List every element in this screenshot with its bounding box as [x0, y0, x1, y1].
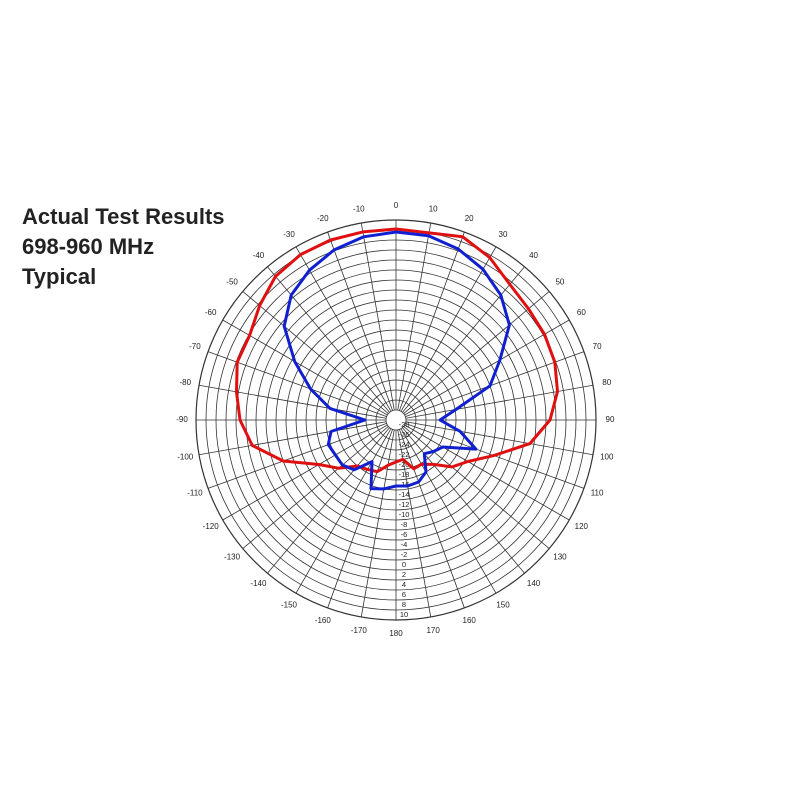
- grid-spoke: [198, 421, 387, 456]
- grid-spoke: [404, 424, 570, 521]
- radial-label: 6: [402, 590, 406, 599]
- angle-label: -160: [315, 616, 332, 625]
- radial-label: -14: [399, 490, 410, 499]
- grid-spoke: [267, 266, 390, 413]
- radial-label: -8: [401, 520, 408, 529]
- grid-spoke: [242, 291, 389, 414]
- title-line: Actual Test Results: [22, 204, 225, 229]
- angle-label: 120: [575, 522, 589, 531]
- grid-spoke: [327, 231, 393, 411]
- radial-label: -2: [401, 550, 408, 559]
- angle-label: -50: [226, 278, 238, 287]
- grid-spoke: [405, 421, 594, 456]
- angle-label: -10: [353, 204, 365, 213]
- grid-spoke: [400, 428, 497, 594]
- radial-label: -26: [399, 430, 410, 439]
- pattern-line: [235, 227, 559, 474]
- grid-spoke: [242, 426, 389, 549]
- grid-spoke: [403, 291, 550, 414]
- grid-spoke: [360, 429, 395, 618]
- angle-label: 60: [577, 308, 586, 317]
- grid-spoke: [400, 246, 497, 412]
- radial-label: 8: [402, 600, 406, 609]
- grid-spoke: [267, 427, 390, 574]
- angle-label: -140: [250, 579, 267, 588]
- angle-label: 180: [389, 629, 403, 638]
- angle-label: 150: [496, 600, 510, 609]
- radial-label: 0: [402, 560, 406, 569]
- angle-label: -20: [317, 214, 329, 223]
- radial-label: -4: [401, 540, 408, 549]
- radial-label: -22: [399, 450, 410, 459]
- angle-label: 110: [591, 488, 604, 497]
- grid-spoke: [403, 426, 550, 549]
- angle-label: -30: [283, 230, 295, 239]
- grid-spoke: [207, 351, 387, 417]
- angle-label: 50: [555, 278, 564, 287]
- angle-label: 100: [600, 452, 614, 461]
- radial-label: -16: [399, 480, 410, 489]
- angle-label: -120: [203, 522, 220, 531]
- grid-spoke: [402, 266, 525, 413]
- angle-label: 140: [527, 579, 541, 588]
- grid-spoke: [404, 319, 570, 416]
- angle-label: -170: [351, 626, 368, 635]
- grid-spoke: [327, 429, 393, 609]
- radial-label: -6: [401, 530, 408, 539]
- angle-label: 80: [602, 378, 611, 387]
- angle-label: -130: [224, 553, 241, 562]
- grid-spoke: [207, 423, 387, 489]
- grid-spoke: [397, 222, 432, 411]
- angle-label: -100: [177, 452, 194, 461]
- angle-label: 70: [593, 342, 602, 351]
- angle-label: 20: [465, 214, 474, 223]
- angle-label: 30: [499, 230, 508, 239]
- angle-label: 0: [394, 201, 399, 210]
- grid-spoke: [295, 246, 392, 412]
- radial-label: -24: [399, 440, 410, 449]
- angle-label: -90: [176, 415, 188, 424]
- grid-spoke: [399, 231, 465, 411]
- angle-label: -60: [205, 308, 217, 317]
- pattern-line: [282, 230, 511, 491]
- grid-spoke: [222, 424, 388, 521]
- angle-label: -70: [189, 342, 201, 351]
- angle-label: 10: [429, 204, 438, 213]
- angle-label: -110: [187, 488, 203, 497]
- grid-spoke: [198, 384, 387, 419]
- radial-label: -10: [399, 510, 410, 519]
- grid-spoke: [295, 428, 392, 594]
- angle-label: 130: [553, 553, 567, 562]
- angle-label: 90: [606, 415, 615, 424]
- grid-spoke: [402, 427, 525, 574]
- title-line: Typical: [22, 264, 96, 289]
- angle-label: 170: [426, 626, 440, 635]
- radial-label: -20: [399, 460, 410, 469]
- grid-spoke: [405, 384, 594, 419]
- angle-label: 40: [529, 251, 538, 260]
- radial-label: -12: [399, 500, 410, 509]
- grid-spoke: [399, 429, 465, 609]
- title-line: 698-960 MHz: [22, 234, 154, 259]
- radial-label: -28: [399, 420, 410, 429]
- grid-spoke: [360, 222, 395, 411]
- angle-label: 160: [463, 616, 477, 625]
- angle-label: -80: [179, 378, 191, 387]
- radial-label: 4: [402, 580, 406, 589]
- angle-label: -150: [281, 600, 298, 609]
- angle-label: -40: [253, 251, 265, 260]
- radial-label: -18: [399, 470, 410, 479]
- radial-label: 10: [400, 610, 408, 619]
- radial-label: 2: [402, 570, 406, 579]
